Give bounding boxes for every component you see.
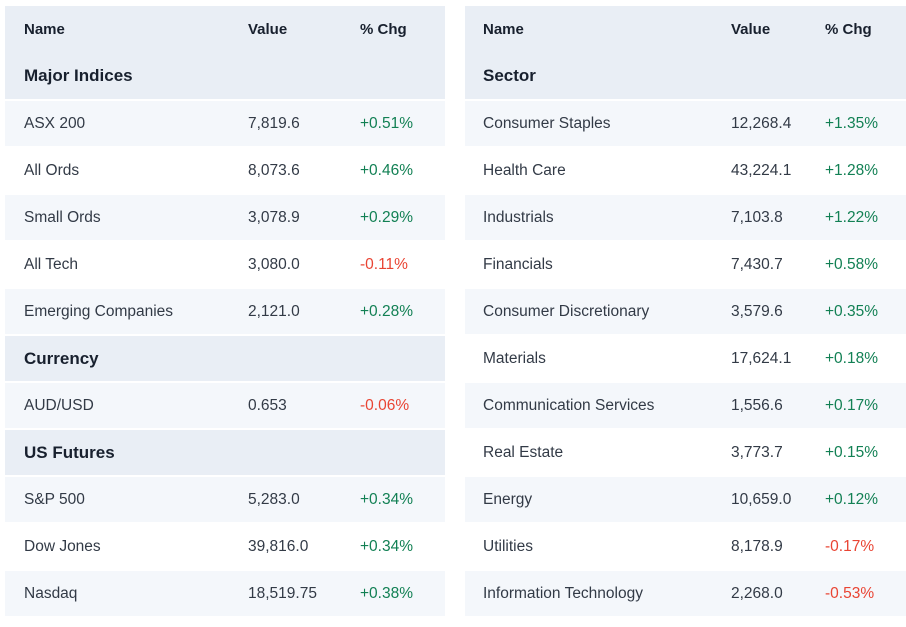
table-row: Utilities 8,178.9 -0.17% [465,522,906,569]
instrument-change: +0.51% [360,114,414,132]
table-row: Real Estate 3,773.7 +0.15% [465,428,906,475]
instrument-value: 17,624.1 [731,349,792,367]
instrument-change: +0.29% [360,208,414,226]
section-header: Major Indices [5,52,445,99]
instrument-name: Materials [483,349,546,367]
instrument-value: 3,579.6 [731,302,783,320]
instrument-value: 2,121.0 [248,302,300,320]
instrument-name: Health Care [483,161,566,179]
table-row: Communication Services 1,556.6 +0.17% [465,381,906,428]
instrument-value: 8,178.9 [731,537,783,555]
instrument-name: All Tech [24,255,78,273]
column-header-change: % Chg [360,20,407,38]
section-header: Currency [5,334,445,381]
instrument-value: 43,224.1 [731,161,792,179]
column-header-row: Name Value % Chg [5,6,445,52]
instrument-change: +0.34% [360,537,414,555]
table-row: ASX 200 7,819.6 +0.51% [5,99,445,146]
instrument-value: 2,268.0 [731,584,783,602]
instrument-value: 3,078.9 [248,208,300,226]
table-row: Emerging Companies 2,121.0 +0.28% [5,287,445,334]
instrument-change: +0.38% [360,584,414,602]
instrument-change: +0.28% [360,302,414,320]
table-row: AUD/USD 0.653 -0.06% [5,381,445,428]
table-row: Financials 7,430.7 +0.58% [465,240,906,287]
instrument-change: +0.12% [825,490,879,508]
column-header-value: Value [248,20,288,38]
instrument-change: +1.28% [825,161,879,179]
column-header-row: Name Value % Chg [465,6,906,52]
instrument-name: Emerging Companies [24,302,174,320]
instrument-name: Nasdaq [24,584,78,602]
table-row: Consumer Discretionary 3,579.6 +0.35% [465,287,906,334]
instrument-name: Consumer Staples [483,114,611,132]
table-row: Materials 17,624.1 +0.18% [465,334,906,381]
column-header-name: Name [483,20,524,38]
instrument-name: Energy [483,490,533,508]
column-header-value: Value [731,20,771,38]
section-header: US Futures [5,428,445,475]
instrument-name: Utilities [483,537,533,555]
instrument-value: 7,430.7 [731,255,783,273]
instrument-value: 7,819.6 [248,114,300,132]
instrument-change: +0.17% [825,396,879,414]
instrument-value: 3,773.7 [731,443,783,461]
instrument-name: Dow Jones [24,537,101,555]
table-row: S&P 500 5,283.0 +0.34% [5,475,445,522]
instrument-change: -0.11% [360,255,408,273]
instrument-name: Financials [483,255,553,273]
instrument-name: Information Technology [483,584,643,602]
instrument-value: 1,556.6 [731,396,783,414]
instrument-change: +0.15% [825,443,879,461]
instrument-value: 7,103.8 [731,208,783,226]
table-row: Industrials 7,103.8 +1.22% [465,193,906,240]
instrument-value: 39,816.0 [248,537,309,555]
section-header: Sector [465,52,906,99]
table-row: Nasdaq 18,519.75 +0.38% [5,569,445,616]
instrument-value: 10,659.0 [731,490,792,508]
indices-table: Name Value % Chg Major Indices ASX 200 7,819.… [5,6,445,616]
instrument-value: 12,268.4 [731,114,792,132]
section-title: US Futures [24,442,115,462]
instrument-name: Real Estate [483,443,564,461]
instrument-value: 0.653 [248,396,287,414]
instrument-change: -0.06% [360,396,410,414]
instrument-change: -0.53% [825,584,875,602]
instrument-name: AUD/USD [24,396,94,414]
instrument-change: +0.34% [360,490,414,508]
column-header-change: % Chg [825,20,872,38]
instrument-name: All Ords [24,161,80,179]
instrument-change: -0.17% [825,537,875,555]
instrument-name: Consumer Discretionary [483,302,650,320]
table-row: Small Ords 3,078.9 +0.29% [5,193,445,240]
instrument-value: 18,519.75 [248,584,317,602]
instrument-name: S&P 500 [24,490,85,508]
sectors-table: Name Value % Chg Sector Consumer Staples 12,2… [465,6,906,616]
instrument-change: +0.18% [825,349,879,367]
table-row: All Ords 8,073.6 +0.46% [5,146,445,193]
instrument-value: 5,283.0 [248,490,300,508]
instrument-value: 3,080.0 [248,255,300,273]
table-row: Health Care 43,224.1 +1.28% [465,146,906,193]
table-row: All Tech 3,080.0 -0.11% [5,240,445,287]
instrument-name: Communication Services [483,396,655,414]
instrument-change: +1.35% [825,114,879,132]
instrument-change: +0.58% [825,255,879,273]
instrument-change: +0.35% [825,302,879,320]
section-title: Sector [483,65,536,85]
column-header-name: Name [24,20,65,38]
section-title: Major Indices [24,65,133,85]
instrument-value: 8,073.6 [248,161,300,179]
instrument-change: +1.22% [825,208,879,226]
table-row: Consumer Staples 12,268.4 +1.35% [465,99,906,146]
table-row: Information Technology 2,268.0 -0.53% [465,569,906,616]
instrument-change: +0.46% [360,161,414,179]
instrument-name: Industrials [483,208,554,226]
instrument-name: ASX 200 [24,114,86,132]
section-title: Currency [24,348,99,368]
table-row: Dow Jones 39,816.0 +0.34% [5,522,445,569]
instrument-name: Small Ords [24,208,101,226]
table-row: Energy 10,659.0 +0.12% [465,475,906,522]
